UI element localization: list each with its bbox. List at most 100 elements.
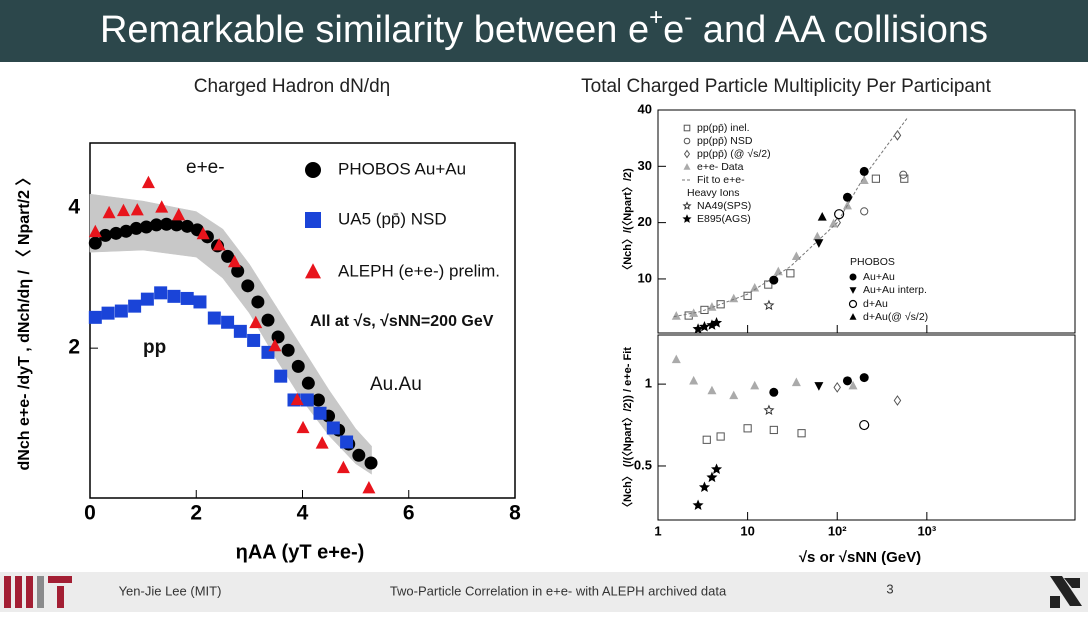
marker [221,315,235,329]
marker [207,311,221,325]
legend-label: d+Au [863,298,888,310]
footer-bar [0,572,1088,612]
legend-label: UA5 (pp̄) NSD [338,209,447,228]
marker [716,432,725,441]
x-tick-label: 8 [509,502,521,525]
marker [899,170,908,179]
marker [251,295,265,309]
marker [281,343,295,357]
marker [683,149,691,159]
marker [88,310,102,324]
marker [296,420,310,434]
marker [763,404,775,416]
marker [812,231,822,241]
marker [683,163,691,170]
marker [871,174,880,183]
marker [88,224,102,238]
legend-label: pp(pp̄) NSD [697,135,753,147]
error-band [302,347,330,437]
legend-label: d+Au(@ √s/2) [863,311,928,323]
marker [689,375,699,385]
y-tick-label: 1 [645,376,652,391]
y-tick-label: 10 [638,270,652,285]
legend-label: Au+Au interp. [863,284,927,296]
marker [671,311,681,320]
marker [786,269,795,278]
marker [860,207,869,216]
annotation: e+e- [186,157,225,178]
annotation: PHOBOS [850,256,895,268]
marker [109,226,123,240]
marker [842,376,852,386]
marker [300,393,314,407]
annotation: Heavy Ions [687,187,740,199]
marker [702,435,711,444]
marker [88,236,102,250]
fit-line [673,118,908,318]
marker [231,264,245,278]
marker [791,251,801,261]
marker [750,380,760,390]
title-text: and AA collisions [692,9,988,51]
marker [315,436,329,449]
marker [773,266,783,276]
legend-label: Au+Au [863,271,895,283]
marker [154,286,168,300]
title-bar [0,0,1088,62]
marker [336,460,350,474]
marker [101,306,115,320]
marker [268,338,282,352]
marker [849,287,857,294]
x-tick-label: 1 [654,523,661,538]
legend-label: e+e- Data [697,161,744,173]
marker [291,359,305,373]
marker [311,393,325,407]
marker [692,323,704,334]
marker [340,435,354,449]
marker [196,226,210,240]
marker [829,218,839,228]
mit-logo [4,576,72,608]
marker [102,205,116,219]
x-tick-label: 2 [190,502,202,525]
marker [305,212,321,228]
marker [129,221,143,235]
marker [706,471,718,483]
marker [290,392,304,406]
marker [364,456,378,470]
y-tick-label: 30 [638,158,652,173]
legend-label: NA49(SPS) [697,200,751,212]
marker [116,203,130,217]
y-tick-label: 2 [68,336,80,359]
marker [769,275,779,285]
marker [769,387,779,397]
marker [791,377,801,387]
legend-label: ALEPH (e+e-) prelim. [338,261,500,280]
marker [682,201,692,210]
legend-label: PHOBOS Au+Au [338,159,466,178]
marker [842,192,852,202]
marker [797,429,806,438]
legend-label: pp(pp̄) inel. [697,122,750,134]
page-number: 3 [886,581,893,596]
marker [682,214,692,223]
marker [274,369,288,383]
marker [172,207,186,221]
marker [233,324,247,338]
marker [180,219,194,233]
marker [249,315,263,329]
marker [848,299,858,309]
marker [814,239,824,248]
marker [859,166,869,176]
y-tick-label: 20 [638,214,652,229]
marker [221,249,235,263]
marker [859,175,869,184]
x-axis-label: √s or √sNN (GeV) [799,549,921,566]
marker [362,481,376,494]
marker [683,124,691,132]
marker [155,200,169,213]
marker [98,228,112,242]
marker [130,203,144,216]
title-text: e [663,9,684,51]
footer-talk: Two-Particle Correlation in e+e- with AL… [390,583,727,598]
